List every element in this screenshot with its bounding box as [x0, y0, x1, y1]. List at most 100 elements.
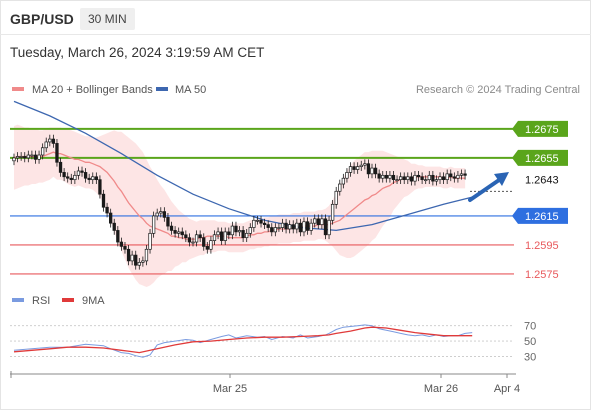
candle-body — [19, 156, 23, 158]
candle — [363, 159, 367, 170]
candle — [459, 169, 464, 180]
price-label-1.2675: 1.2675 — [512, 120, 568, 137]
candle-body — [452, 176, 456, 179]
candle — [94, 172, 98, 185]
candle — [130, 250, 134, 266]
candle — [402, 172, 406, 185]
candle — [309, 218, 313, 235]
candle — [384, 170, 388, 183]
candle-body — [348, 166, 353, 173]
candle-body — [427, 174, 431, 181]
candle-body — [330, 203, 335, 221]
candle-body — [373, 167, 378, 175]
rsi-ma-line — [13, 326, 473, 354]
candle — [348, 162, 353, 177]
candle — [144, 244, 149, 266]
candle — [248, 223, 252, 238]
candle-body — [449, 173, 453, 178]
candle-body — [130, 254, 134, 262]
candle-body — [191, 241, 195, 244]
candle-body — [277, 227, 281, 229]
time-label-Mar 25: Mar 25 — [213, 383, 247, 395]
candle — [298, 218, 303, 237]
candle-body — [62, 172, 66, 178]
candle — [194, 230, 199, 247]
candle-body — [69, 177, 73, 181]
candle-body — [241, 230, 245, 239]
timeframe-button[interactable]: 30 MIN — [80, 8, 135, 30]
candle — [184, 230, 188, 243]
candle — [323, 214, 328, 240]
candle — [288, 220, 292, 234]
candle-body — [216, 231, 220, 236]
candle — [162, 207, 167, 222]
candle-body — [76, 170, 81, 176]
candle-body — [173, 230, 177, 234]
timestamp: Tuesday, March 26, 2024 3:19:59 AM CET — [10, 45, 265, 60]
candle-body — [80, 170, 84, 173]
legend-swatch-rsi — [12, 298, 24, 302]
candle-body — [166, 217, 170, 227]
ma50-line — [13, 100, 473, 232]
candle-body — [194, 234, 199, 243]
candle-body — [94, 176, 98, 181]
candle-body — [109, 212, 113, 224]
candle-body — [413, 174, 417, 182]
rsi-axis-label-30: 30 — [524, 351, 536, 363]
candle — [148, 228, 152, 254]
candle — [291, 220, 295, 234]
candle-body — [58, 161, 63, 173]
candle-body — [126, 248, 131, 262]
candle — [266, 220, 270, 232]
candle — [155, 208, 159, 221]
time-label-Apr 4: Apr 4 — [494, 383, 520, 395]
candle-body — [112, 222, 116, 231]
candle-body — [288, 224, 292, 230]
candle — [456, 170, 460, 183]
candle-body — [341, 177, 346, 185]
candle-body — [87, 177, 91, 181]
candle — [219, 227, 224, 245]
candle-body — [51, 138, 56, 144]
candle — [159, 207, 163, 218]
candle-body — [266, 224, 270, 228]
candle-body — [23, 156, 27, 159]
candle-body — [323, 218, 328, 236]
candle-body — [40, 147, 45, 156]
candle — [15, 152, 20, 163]
candle — [58, 157, 63, 177]
candle — [44, 137, 48, 153]
candle-body — [30, 154, 34, 157]
candle — [262, 218, 267, 229]
candle — [284, 218, 288, 234]
legend-swatch-ma20 — [12, 87, 24, 91]
candle-body — [252, 219, 256, 228]
legend-ma50: MA 50 — [175, 84, 206, 96]
bollinger-bands — [14, 124, 466, 287]
candle-body — [345, 172, 349, 179]
candle-body — [169, 225, 174, 231]
candle — [198, 230, 202, 243]
candle — [273, 223, 277, 237]
candle-body — [101, 193, 106, 208]
candle — [30, 150, 34, 160]
legend-9ma: 9MA — [82, 295, 105, 307]
candle-body — [98, 179, 102, 195]
candle — [173, 226, 177, 238]
candle — [359, 160, 363, 171]
candle-body — [434, 179, 439, 182]
candle — [237, 226, 242, 237]
candle-body — [409, 176, 414, 182]
legend-swatch-ma50 — [156, 87, 168, 91]
candle — [352, 162, 356, 174]
candle — [277, 223, 281, 232]
candle — [252, 215, 256, 232]
candle — [424, 175, 428, 185]
candle-body — [262, 222, 267, 225]
candle — [370, 163, 374, 179]
candle — [438, 172, 442, 185]
price-label-1.2643: 1.2643 — [512, 171, 568, 188]
candle — [137, 257, 141, 270]
candle-body — [148, 232, 152, 250]
candle — [445, 169, 449, 185]
